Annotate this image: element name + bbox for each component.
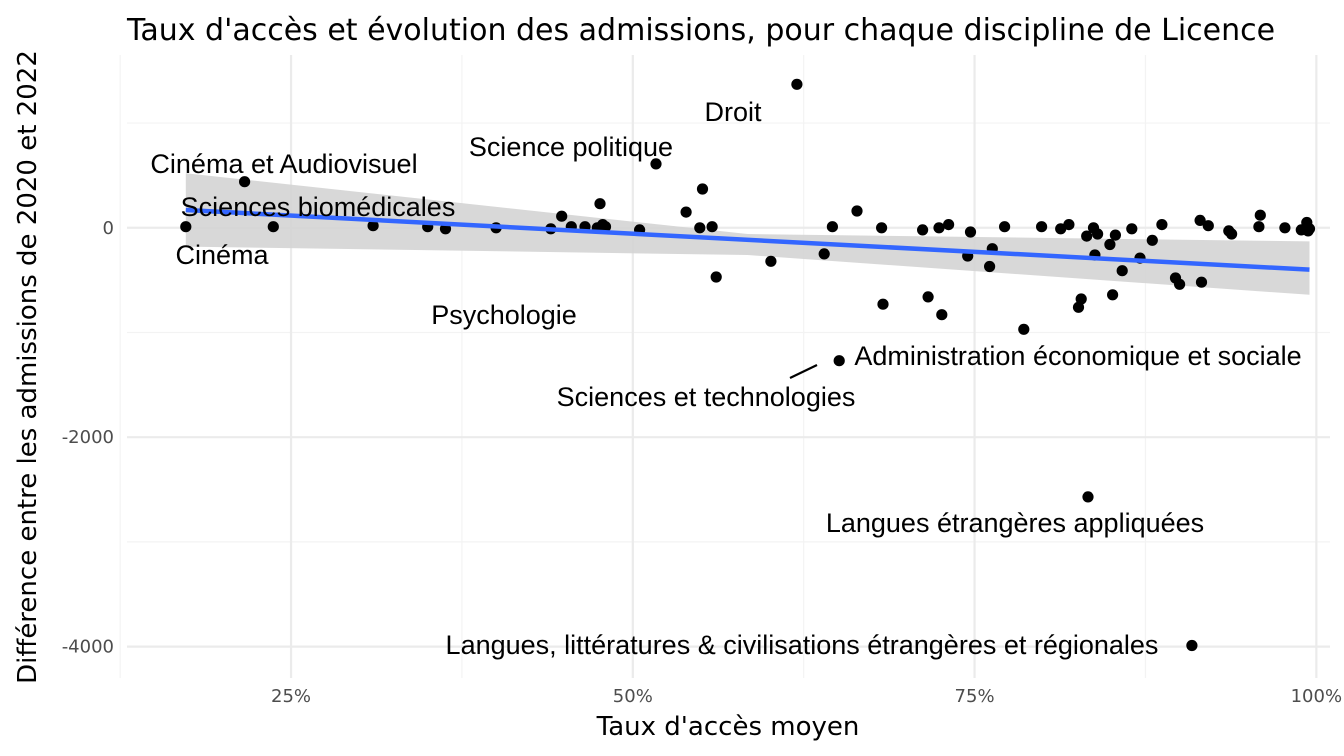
data-point (999, 221, 1011, 233)
annotation-label: Sciences biomédicales (181, 192, 456, 222)
annotation-label: Psychologie (431, 300, 577, 330)
x-tick-label: 50% (613, 686, 653, 707)
data-point (1109, 229, 1121, 241)
data-point (180, 221, 192, 233)
data-point (680, 206, 692, 218)
data-point (943, 219, 955, 231)
data-point (1174, 278, 1186, 290)
data-point (239, 176, 251, 188)
chart-title: Taux d'accès et évolution des admissions… (126, 13, 1275, 48)
data-point (1194, 214, 1206, 226)
data-point (984, 260, 996, 273)
x-tick-label: 25% (271, 686, 311, 707)
y-axis-ticks: -4000 -2000 0 (62, 218, 114, 658)
x-tick-label: 100% (1291, 686, 1342, 707)
data-point (877, 298, 889, 310)
y-axis-title: Différence entre les admissions de 2020 … (13, 50, 43, 684)
data-point (826, 221, 839, 233)
data-point (933, 222, 945, 234)
minor-gridlines (119, 55, 1330, 678)
data-point (964, 226, 977, 238)
data-point (599, 221, 612, 233)
annotation-label: Science politique (469, 132, 673, 162)
data-point (1092, 228, 1104, 240)
trend-line (185, 207, 1310, 272)
data-point (1146, 234, 1158, 246)
annotation-label: Cinéma (175, 240, 269, 270)
data-point (694, 222, 706, 234)
data-point (765, 255, 777, 267)
annotation-label: Sciences et technologies (557, 382, 856, 412)
data-point (710, 271, 722, 283)
data-point (1186, 639, 1198, 652)
data-point (1107, 289, 1119, 301)
data-point (1254, 209, 1266, 221)
annotation-leaders (789, 364, 818, 379)
confidence-band-area (185, 173, 1310, 295)
data-point (1253, 221, 1265, 233)
data-point (1104, 238, 1116, 251)
data-point (1279, 222, 1291, 234)
data-point (833, 355, 845, 367)
data-point (696, 183, 709, 195)
data-point (1082, 491, 1094, 503)
annotations: Droit Science politique Cinéma et Audiovis… (150, 97, 1301, 660)
annotation-label: Langues, littératures & civilisations ét… (446, 630, 1159, 660)
annotation-label: Langues étrangères appliquées (826, 508, 1204, 538)
confidence-band (185, 173, 1310, 295)
data-point (922, 291, 934, 303)
data-point (851, 205, 863, 217)
data-point (1075, 293, 1087, 305)
annotation-leader-line (789, 364, 818, 379)
data-points (180, 78, 1316, 652)
data-point (367, 220, 379, 232)
data-point (876, 222, 888, 234)
data-point (1303, 223, 1316, 235)
annotation-label: Cinéma et Audiovisuel (150, 149, 417, 179)
data-point (1126, 223, 1138, 235)
data-point (1156, 219, 1168, 231)
y-tick-label: 0 (103, 218, 114, 239)
data-point (1226, 228, 1238, 240)
data-point (594, 198, 606, 210)
data-point (706, 221, 718, 233)
data-point (267, 221, 279, 233)
data-point (650, 158, 662, 170)
x-tick-label: 75% (955, 686, 995, 707)
data-point (1202, 220, 1214, 232)
data-point (936, 309, 948, 321)
annotation-label: Droit (704, 97, 762, 127)
data-point (1116, 265, 1128, 277)
data-point (818, 248, 830, 260)
data-point (1018, 323, 1030, 335)
y-tick-label: -4000 (62, 637, 114, 658)
y-tick-label: -2000 (62, 427, 114, 448)
data-point (1036, 221, 1048, 233)
data-point (1195, 276, 1208, 288)
trend-line-group (185, 207, 1310, 272)
annotation-label: Administration économique et sociale (854, 341, 1301, 371)
data-point (1081, 230, 1093, 242)
x-axis-ticks: 25% 50% 75% 100% (271, 686, 1342, 707)
data-point (917, 224, 929, 236)
data-point (1063, 219, 1075, 231)
x-axis-title: Taux d'accès moyen (596, 712, 860, 742)
data-point (791, 78, 803, 90)
data-point (556, 210, 568, 222)
